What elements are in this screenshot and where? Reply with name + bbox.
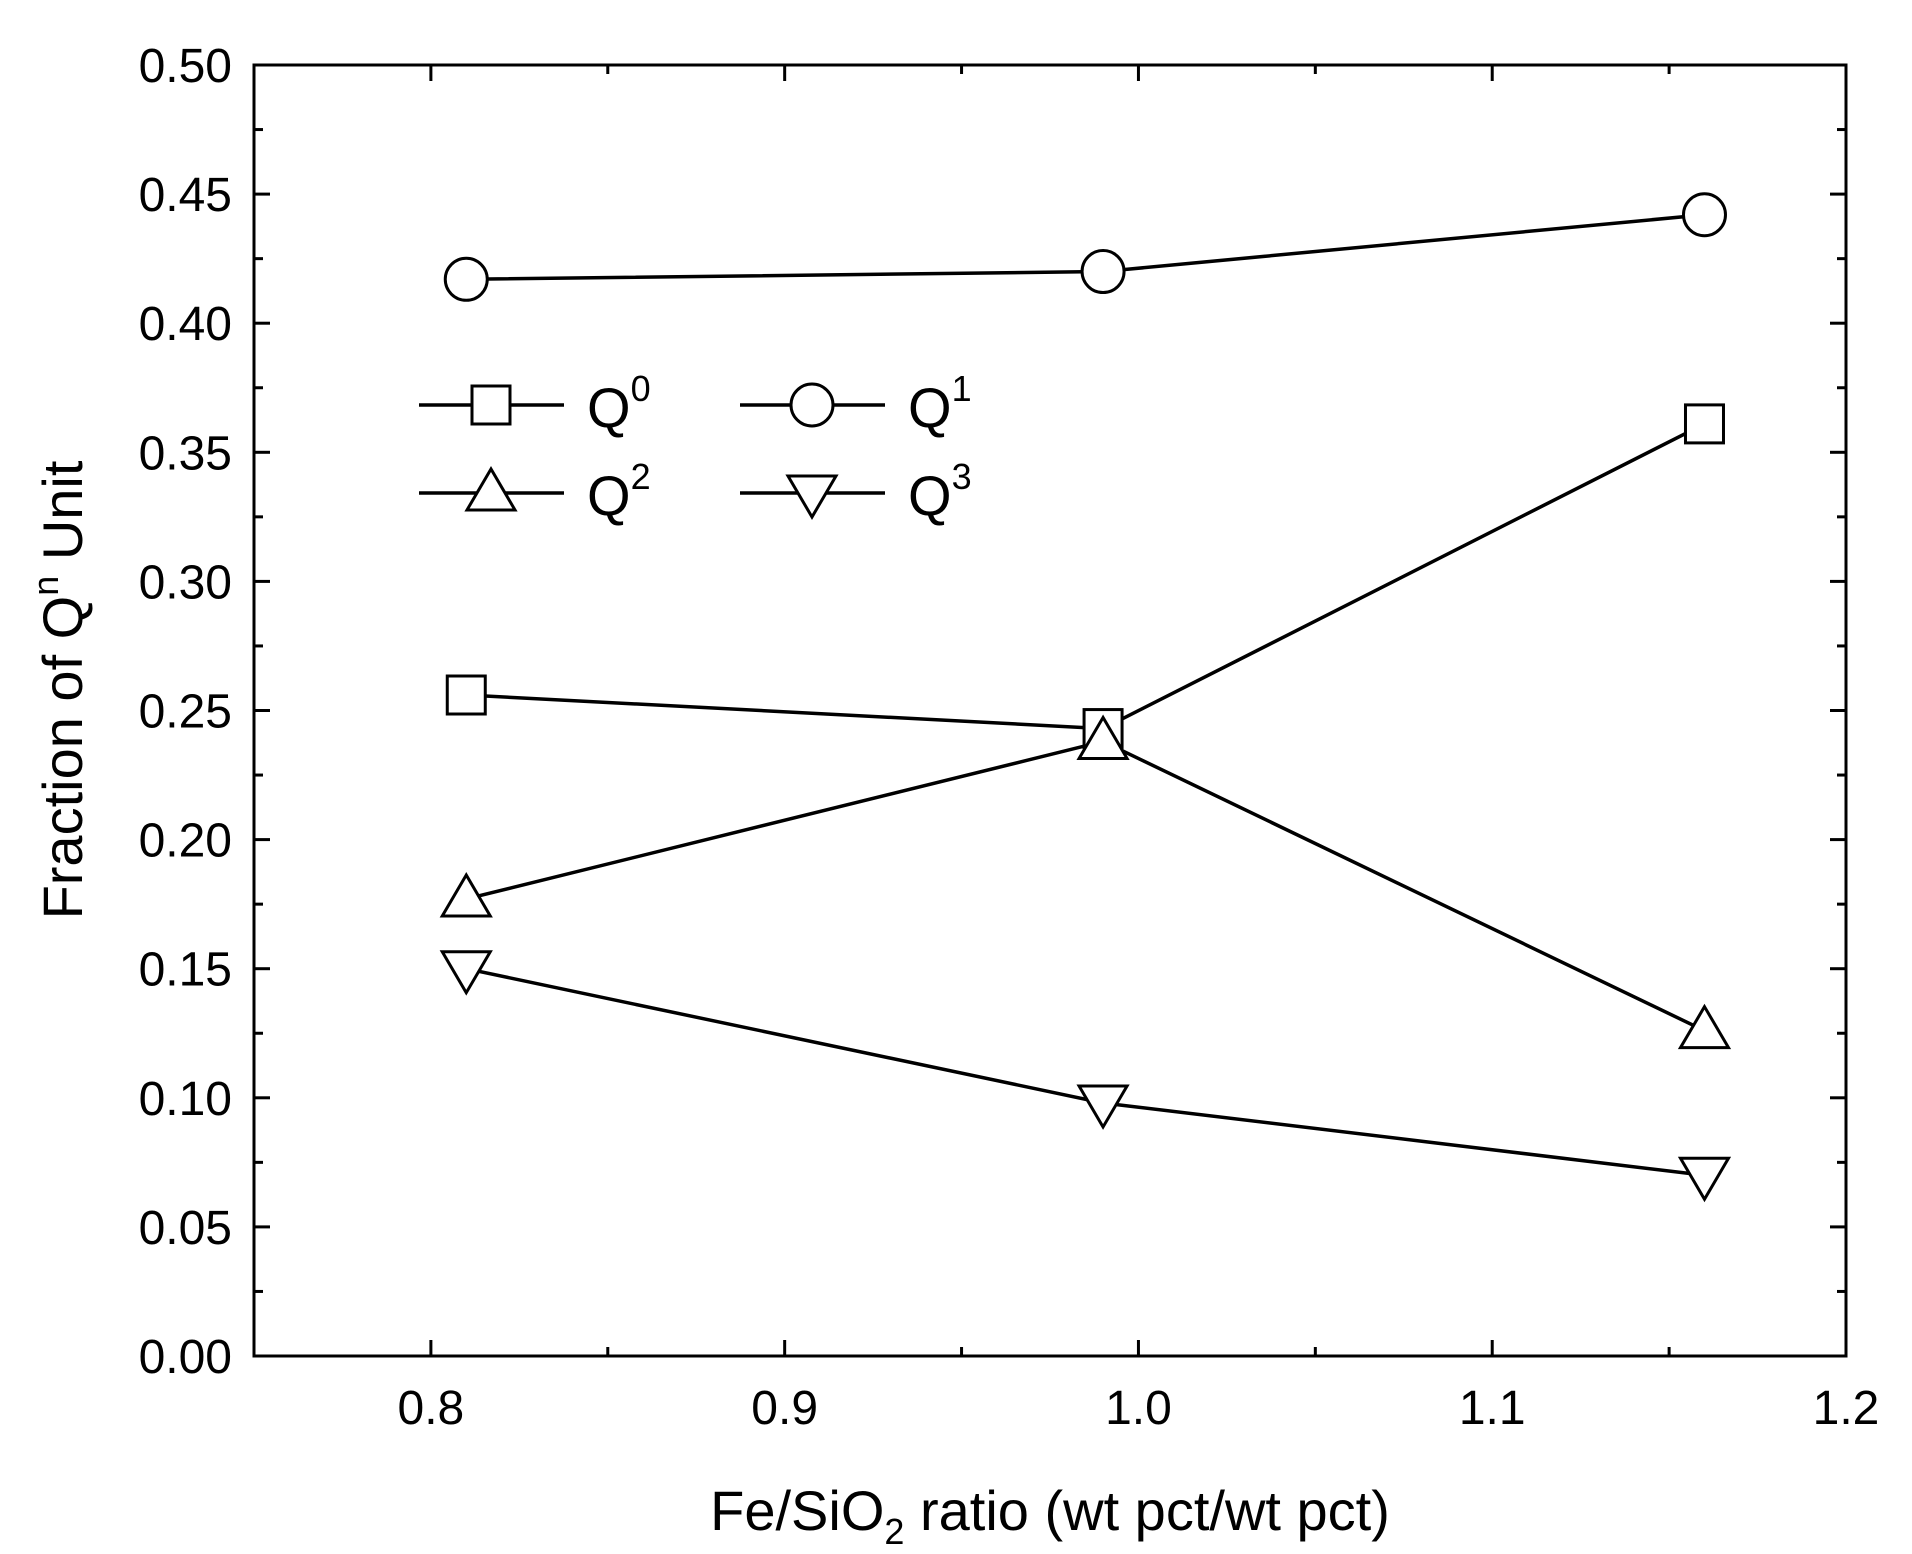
- legend-item-q2: Q2: [419, 456, 651, 527]
- legend-marker-q1: [789, 382, 835, 428]
- data-point-q1: [1681, 192, 1727, 238]
- data-point-q2: [1076, 714, 1130, 760]
- plot-frame: [252, 63, 1848, 1358]
- legend-item-q3: Q3: [740, 456, 972, 527]
- legend-label: Q3: [908, 456, 972, 527]
- legend-item-q0: Q0: [419, 368, 651, 439]
- data-point-q0: [445, 674, 487, 716]
- series-markers: [439, 192, 1732, 1203]
- legend-marker-q3: [785, 474, 839, 520]
- legend-item-q1: Q1: [740, 368, 972, 439]
- legend-marker-q2: [464, 466, 518, 512]
- legend-label: Q2: [587, 456, 651, 527]
- y-tick-label: 0.35: [139, 427, 232, 480]
- y-tick-label: 0.50: [139, 40, 232, 93]
- x-tick-label: 1.2: [1813, 1382, 1880, 1435]
- x-axis-title: Fe/SiO2 ratio (wt pct/wt pct): [710, 1479, 1390, 1552]
- data-point-q3: [1677, 1156, 1732, 1203]
- y-tick-label: 0.45: [139, 169, 232, 222]
- data-point-q2: [1677, 1003, 1732, 1050]
- y-tick-label: 0.00: [139, 1331, 232, 1384]
- legend-label: Q1: [908, 368, 972, 439]
- data-point-q0: [1683, 403, 1725, 445]
- x-tick-label: 1.0: [1105, 1382, 1172, 1435]
- x-tick-label: 1.1: [1459, 1382, 1526, 1435]
- y-tick-label: 0.20: [139, 815, 232, 868]
- data-point-q1: [1080, 249, 1126, 295]
- legend: Q0 Q1 Q2 Q3: [419, 368, 972, 527]
- x-tick-label: 0.8: [398, 1382, 465, 1435]
- legend-label: Q0: [587, 368, 651, 439]
- data-point-q1: [443, 256, 489, 302]
- tick-labels: 0.8 0.9 1.0 1.1 1.2 0.00 0.05 0.10 0.15 0.20 0.25 0…: [139, 40, 1880, 1435]
- legend-marker-q0: [470, 384, 512, 426]
- data-point-q3: [1076, 1084, 1130, 1130]
- y-axis-title: Fraction of Qn Unit: [25, 460, 94, 919]
- y-tick-label: 0.25: [139, 686, 232, 739]
- y-tick-label: 0.40: [139, 298, 232, 351]
- y-tick-label: 0.05: [139, 1202, 232, 1255]
- data-point-q3: [439, 950, 493, 996]
- y-tick-label: 0.15: [139, 944, 232, 997]
- data-point-q2: [439, 872, 493, 918]
- x-tick-label: 0.9: [751, 1382, 818, 1435]
- y-tick-label: 0.10: [139, 1073, 232, 1126]
- y-tick-label: 0.30: [139, 556, 232, 609]
